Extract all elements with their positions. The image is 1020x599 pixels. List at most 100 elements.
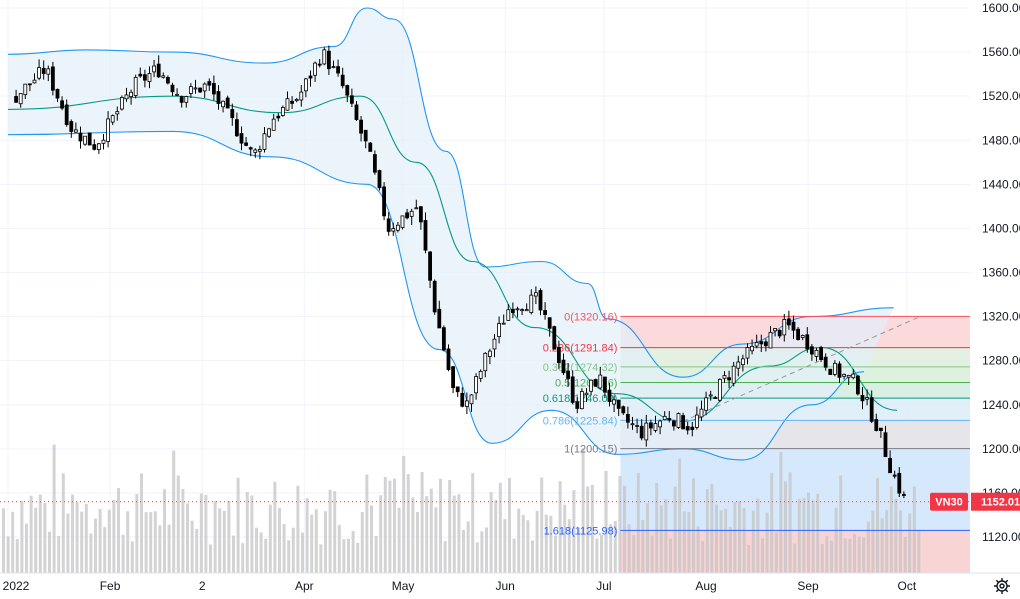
symbol-label: VN30 (935, 497, 963, 509)
candle-body (685, 426, 690, 431)
volume-bar (406, 474, 410, 573)
candle (129, 89, 133, 105)
price-axis[interactable]: 1600.00 1560.00 1520.00 1480.00 1440.00 1400.… (982, 1, 1020, 544)
y-tick-label: 1560.00 (982, 45, 1020, 59)
volume-bar (903, 536, 907, 573)
y-tick-label: 1400.00 (982, 221, 1020, 235)
candle (23, 83, 28, 100)
time-axis[interactable]: 2022 Feb 2 Apr May Jun Jul Aug Sep Oct (3, 579, 917, 593)
volume-bar (190, 520, 194, 573)
candle (759, 334, 764, 352)
candle-body (593, 379, 598, 387)
candle (768, 326, 773, 349)
candle (690, 421, 695, 437)
candle (400, 215, 405, 230)
volume-bar (121, 534, 125, 573)
candle-body (786, 318, 791, 326)
volume-bar (227, 500, 231, 573)
volume-bar (452, 495, 456, 573)
candle (78, 126, 83, 149)
candle-body (690, 426, 695, 430)
trend-line[interactable] (682, 316, 921, 422)
candle-body (308, 75, 313, 79)
candle (713, 395, 718, 399)
volume-bar (282, 524, 286, 573)
candle (175, 88, 179, 96)
candle-body (326, 50, 331, 70)
candle-body (616, 399, 621, 409)
candle (432, 279, 437, 315)
candle-body (579, 391, 584, 410)
candle (694, 406, 699, 430)
candle-body (244, 142, 248, 146)
candle-body (888, 457, 892, 474)
volume-bar (761, 538, 764, 573)
candle (299, 85, 304, 107)
bollinger-lower (7, 130, 865, 461)
candle (478, 369, 483, 383)
volume-bar (448, 479, 452, 573)
volume-bar (402, 455, 406, 573)
volume-bar (586, 486, 590, 573)
candle-body (777, 329, 782, 337)
candle (290, 96, 294, 110)
candle-body (92, 144, 97, 150)
candle-body (800, 335, 805, 338)
candle-body (570, 376, 575, 403)
volume-bar (512, 538, 516, 573)
candle-body (644, 422, 649, 441)
volume-bar (669, 538, 672, 573)
volume-bar (508, 477, 511, 573)
volume-bar (75, 502, 79, 573)
candle (280, 105, 285, 117)
candle (874, 413, 879, 432)
candle-body (506, 309, 511, 321)
volume-bar (535, 510, 539, 573)
volume-bar (236, 477, 240, 573)
candle-body (294, 98, 299, 102)
candle (782, 313, 787, 342)
candle (469, 394, 474, 412)
x-tick-label: Jun (495, 579, 514, 593)
volume-bar (641, 519, 645, 573)
volume-bar (554, 535, 557, 573)
candle-body (497, 323, 501, 338)
candle (888, 450, 892, 474)
candle-body (598, 374, 603, 389)
candle (736, 355, 741, 377)
candle-body (708, 394, 713, 397)
candle (124, 87, 129, 102)
y-tick-label: 1200.00 (982, 442, 1020, 456)
candle (359, 115, 363, 142)
candle-body (547, 317, 552, 329)
candle (198, 87, 202, 94)
candle-body (303, 78, 308, 92)
volume-bar (678, 458, 682, 573)
candle-body (722, 375, 727, 379)
candle-body (368, 142, 373, 152)
candle-body (860, 394, 865, 402)
candle (644, 414, 649, 447)
candle-body (483, 352, 488, 372)
candle (717, 378, 722, 403)
volume-bar (2, 508, 5, 573)
candle (152, 59, 156, 78)
volume-bar (328, 489, 332, 573)
volume-bar (682, 511, 686, 573)
volume-bar (880, 518, 884, 573)
candle-body (46, 68, 51, 75)
volume-bar (305, 498, 309, 573)
candle-body (23, 83, 28, 96)
candle-body (313, 62, 317, 76)
volume-bar (112, 499, 116, 573)
candle-body (96, 143, 101, 150)
volume-bar (563, 504, 567, 573)
candle-body (602, 376, 607, 393)
candle-body (110, 115, 115, 123)
candle-body (745, 347, 750, 359)
settings-button[interactable] (994, 578, 1010, 594)
volume-bar (287, 540, 291, 573)
candle-body (740, 358, 745, 366)
candle-body (524, 309, 529, 312)
